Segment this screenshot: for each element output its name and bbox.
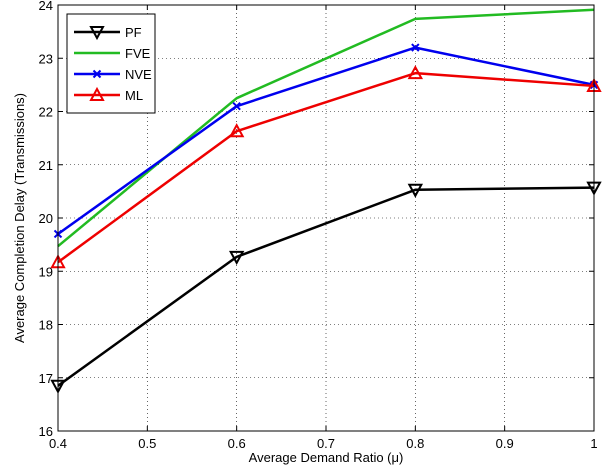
- series-line-ml: [57, 71, 595, 264]
- legend-box: [66, 13, 156, 114]
- y-tick-label: 23: [39, 51, 53, 66]
- x-tick-labels: 0.4 0.5 0.6 0.7 0.8 0.9 1: [49, 436, 598, 451]
- legend-marker-ml: [89, 86, 105, 101]
- data-point-pf: [407, 183, 424, 198]
- legend-entry-ml: ML: [74, 86, 143, 103]
- x-tick-label: 0.5: [138, 436, 156, 451]
- x-marker-stroke: [411, 43, 420, 52]
- x-tick-label: 0.9: [496, 436, 514, 451]
- axis-ticks: [57, 4, 595, 432]
- legend-marker-pf: [89, 26, 105, 41]
- y-tick-label: 21: [39, 158, 53, 173]
- legend-label-nve: NVE: [125, 67, 152, 82]
- legend-label-fve: FVE: [125, 46, 151, 61]
- y-tick-label: 16: [39, 424, 53, 439]
- series-line-fve: [57, 8, 595, 248]
- x-tick-label: 0.6: [228, 436, 246, 451]
- series-fve: [57, 8, 595, 248]
- data-point-nve: [232, 101, 241, 111]
- data-point-ml: [407, 65, 424, 80]
- y-tick-label: 18: [39, 318, 53, 333]
- legend-marker-nve: [92, 69, 102, 79]
- data-point-ml: [228, 123, 245, 138]
- x-tick-label: 1: [590, 436, 597, 451]
- legend: PF FVE NVE ML: [66, 13, 156, 114]
- x-axis-label: Average Demand Ratio (μ): [249, 450, 404, 465]
- y-tick-label: 20: [39, 211, 53, 226]
- y-axis-label: Average Completion Delay (Transmissions): [12, 93, 27, 343]
- y-tick-label: 17: [39, 371, 53, 386]
- series-line-nve: [57, 46, 595, 235]
- y-tick-label: 19: [39, 264, 53, 279]
- x-tick-label: 0.8: [406, 436, 424, 451]
- y-tick-label: 24: [39, 0, 53, 13]
- legend-entry-nve: NVE: [74, 67, 152, 82]
- series-line-pf: [57, 186, 595, 387]
- x-marker-stroke: [92, 69, 102, 79]
- legend-label-pf: PF: [125, 25, 142, 40]
- legend-entry-fve: FVE: [74, 46, 151, 61]
- y-tick-labels: 16 17 18 19 20 21 22 23 24: [39, 0, 53, 439]
- data-point-pf: [228, 250, 245, 265]
- legend-label-ml: ML: [125, 88, 143, 103]
- legend-entry-pf: PF: [74, 25, 142, 41]
- y-tick-label: 22: [39, 105, 53, 120]
- x-tick-label: 0.7: [317, 436, 335, 451]
- x-marker-stroke: [232, 101, 241, 111]
- data-point-nve: [411, 43, 420, 52]
- x-tick-label: 0.4: [49, 436, 67, 451]
